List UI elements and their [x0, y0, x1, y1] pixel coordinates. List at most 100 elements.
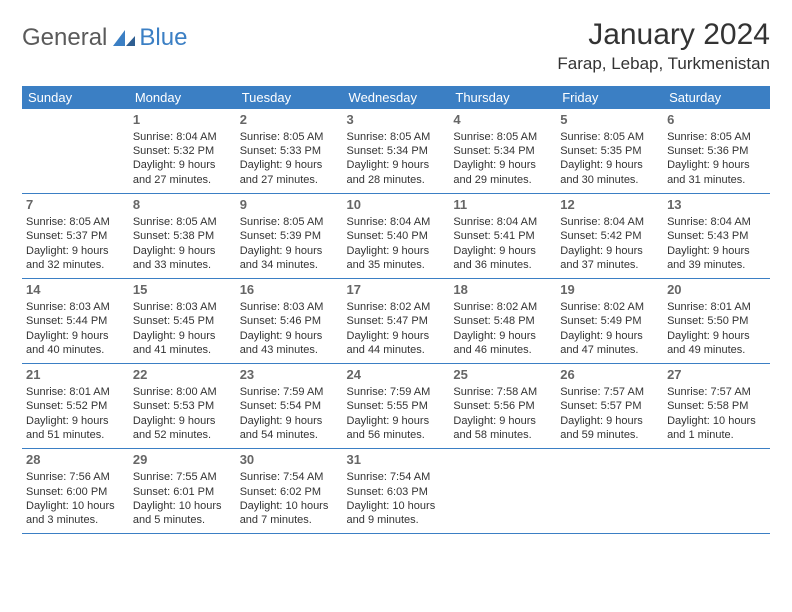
sunset-text: Sunset: 5:44 PM	[26, 314, 125, 328]
sunset-text: Sunset: 5:47 PM	[347, 314, 446, 328]
calendar-day-cell: 19Sunrise: 8:02 AMSunset: 5:49 PMDayligh…	[556, 279, 663, 364]
sunset-text: Sunset: 5:36 PM	[667, 144, 766, 158]
daylight-text: Daylight: 9 hours and 30 minutes.	[560, 158, 659, 187]
sunrise-text: Sunrise: 8:05 AM	[240, 215, 339, 229]
brand-blue: Blue	[139, 24, 187, 52]
day-number: 13	[667, 197, 766, 214]
sunrise-text: Sunrise: 8:01 AM	[26, 385, 125, 399]
sunset-text: Sunset: 5:38 PM	[133, 229, 232, 243]
day-number: 24	[347, 367, 446, 384]
calendar-day-cell: 2Sunrise: 8:05 AMSunset: 5:33 PMDaylight…	[236, 109, 343, 194]
sunrise-text: Sunrise: 8:05 AM	[26, 215, 125, 229]
daylight-text: Daylight: 9 hours and 56 minutes.	[347, 414, 446, 443]
location-text: Farap, Lebap, Turkmenistan	[557, 54, 770, 74]
calendar-day-cell: 10Sunrise: 8:04 AMSunset: 5:40 PMDayligh…	[343, 194, 450, 279]
sunrise-text: Sunrise: 7:54 AM	[240, 470, 339, 484]
sail-icon	[111, 28, 137, 48]
sunset-text: Sunset: 6:00 PM	[26, 485, 125, 499]
daylight-text: Daylight: 9 hours and 37 minutes.	[560, 244, 659, 273]
daylight-text: Daylight: 9 hours and 34 minutes.	[240, 244, 339, 273]
day-number: 22	[133, 367, 232, 384]
sunrise-text: Sunrise: 8:00 AM	[133, 385, 232, 399]
sunrise-text: Sunrise: 8:04 AM	[667, 215, 766, 229]
daylight-text: Daylight: 9 hours and 43 minutes.	[240, 329, 339, 358]
calendar-day-cell: 11Sunrise: 8:04 AMSunset: 5:41 PMDayligh…	[449, 194, 556, 279]
sunset-text: Sunset: 5:33 PM	[240, 144, 339, 158]
calendar-day-cell: 7Sunrise: 8:05 AMSunset: 5:37 PMDaylight…	[22, 194, 129, 279]
sunset-text: Sunset: 5:45 PM	[133, 314, 232, 328]
day-number: 31	[347, 452, 446, 469]
calendar-day-cell: 12Sunrise: 8:04 AMSunset: 5:42 PMDayligh…	[556, 194, 663, 279]
day-number: 21	[26, 367, 125, 384]
sunset-text: Sunset: 5:32 PM	[133, 144, 232, 158]
sunrise-text: Sunrise: 8:02 AM	[347, 300, 446, 314]
weekday-header: Sunday	[22, 86, 129, 109]
calendar-day-cell: 5Sunrise: 8:05 AMSunset: 5:35 PMDaylight…	[556, 109, 663, 194]
daylight-text: Daylight: 9 hours and 47 minutes.	[560, 329, 659, 358]
sunrise-text: Sunrise: 8:05 AM	[560, 130, 659, 144]
weekday-header: Monday	[129, 86, 236, 109]
day-number: 26	[560, 367, 659, 384]
sunrise-text: Sunrise: 7:59 AM	[347, 385, 446, 399]
weekday-header: Thursday	[449, 86, 556, 109]
sunset-text: Sunset: 5:40 PM	[347, 229, 446, 243]
day-number: 20	[667, 282, 766, 299]
day-number: 11	[453, 197, 552, 214]
calendar-day-cell: 26Sunrise: 7:57 AMSunset: 5:57 PMDayligh…	[556, 364, 663, 449]
day-number: 19	[560, 282, 659, 299]
day-number: 10	[347, 197, 446, 214]
sunset-text: Sunset: 5:53 PM	[133, 399, 232, 413]
sunrise-text: Sunrise: 7:56 AM	[26, 470, 125, 484]
daylight-text: Daylight: 9 hours and 32 minutes.	[26, 244, 125, 273]
day-number: 28	[26, 452, 125, 469]
calendar-week-row: 14Sunrise: 8:03 AMSunset: 5:44 PMDayligh…	[22, 279, 770, 364]
calendar-day-cell: 15Sunrise: 8:03 AMSunset: 5:45 PMDayligh…	[129, 279, 236, 364]
sunset-text: Sunset: 5:54 PM	[240, 399, 339, 413]
sunset-text: Sunset: 6:03 PM	[347, 485, 446, 499]
sunrise-text: Sunrise: 7:57 AM	[560, 385, 659, 399]
calendar-day-cell: 6Sunrise: 8:05 AMSunset: 5:36 PMDaylight…	[663, 109, 770, 194]
sunset-text: Sunset: 6:01 PM	[133, 485, 232, 499]
day-number: 30	[240, 452, 339, 469]
sunrise-text: Sunrise: 8:04 AM	[453, 215, 552, 229]
calendar-day-cell	[556, 449, 663, 534]
calendar-day-cell: 29Sunrise: 7:55 AMSunset: 6:01 PMDayligh…	[129, 449, 236, 534]
daylight-text: Daylight: 9 hours and 49 minutes.	[667, 329, 766, 358]
day-number: 15	[133, 282, 232, 299]
calendar-day-cell: 25Sunrise: 7:58 AMSunset: 5:56 PMDayligh…	[449, 364, 556, 449]
sunset-text: Sunset: 5:39 PM	[240, 229, 339, 243]
daylight-text: Daylight: 9 hours and 41 minutes.	[133, 329, 232, 358]
sunrise-text: Sunrise: 7:57 AM	[667, 385, 766, 399]
day-number: 5	[560, 112, 659, 129]
daylight-text: Daylight: 9 hours and 29 minutes.	[453, 158, 552, 187]
month-title: January 2024	[557, 18, 770, 52]
sunset-text: Sunset: 6:02 PM	[240, 485, 339, 499]
daylight-text: Daylight: 9 hours and 33 minutes.	[133, 244, 232, 273]
calendar-day-cell: 17Sunrise: 8:02 AMSunset: 5:47 PMDayligh…	[343, 279, 450, 364]
sunrise-text: Sunrise: 8:04 AM	[347, 215, 446, 229]
weekday-header: Wednesday	[343, 86, 450, 109]
sunset-text: Sunset: 5:37 PM	[26, 229, 125, 243]
calendar-day-cell: 3Sunrise: 8:05 AMSunset: 5:34 PMDaylight…	[343, 109, 450, 194]
sunrise-text: Sunrise: 8:03 AM	[133, 300, 232, 314]
day-number: 17	[347, 282, 446, 299]
calendar-week-row: 1Sunrise: 8:04 AMSunset: 5:32 PMDaylight…	[22, 109, 770, 194]
daylight-text: Daylight: 9 hours and 28 minutes.	[347, 158, 446, 187]
daylight-text: Daylight: 9 hours and 27 minutes.	[133, 158, 232, 187]
sunrise-text: Sunrise: 8:05 AM	[133, 215, 232, 229]
day-number: 18	[453, 282, 552, 299]
calendar-day-cell: 13Sunrise: 8:04 AMSunset: 5:43 PMDayligh…	[663, 194, 770, 279]
calendar-day-cell: 23Sunrise: 7:59 AMSunset: 5:54 PMDayligh…	[236, 364, 343, 449]
sunset-text: Sunset: 5:34 PM	[453, 144, 552, 158]
sunrise-text: Sunrise: 8:01 AM	[667, 300, 766, 314]
sunset-text: Sunset: 5:57 PM	[560, 399, 659, 413]
daylight-text: Daylight: 9 hours and 51 minutes.	[26, 414, 125, 443]
day-number: 4	[453, 112, 552, 129]
sunset-text: Sunset: 5:56 PM	[453, 399, 552, 413]
calendar-day-cell: 24Sunrise: 7:59 AMSunset: 5:55 PMDayligh…	[343, 364, 450, 449]
day-number: 9	[240, 197, 339, 214]
sunset-text: Sunset: 5:48 PM	[453, 314, 552, 328]
calendar-day-cell: 20Sunrise: 8:01 AMSunset: 5:50 PMDayligh…	[663, 279, 770, 364]
calendar-day-cell: 1Sunrise: 8:04 AMSunset: 5:32 PMDaylight…	[129, 109, 236, 194]
daylight-text: Daylight: 9 hours and 39 minutes.	[667, 244, 766, 273]
